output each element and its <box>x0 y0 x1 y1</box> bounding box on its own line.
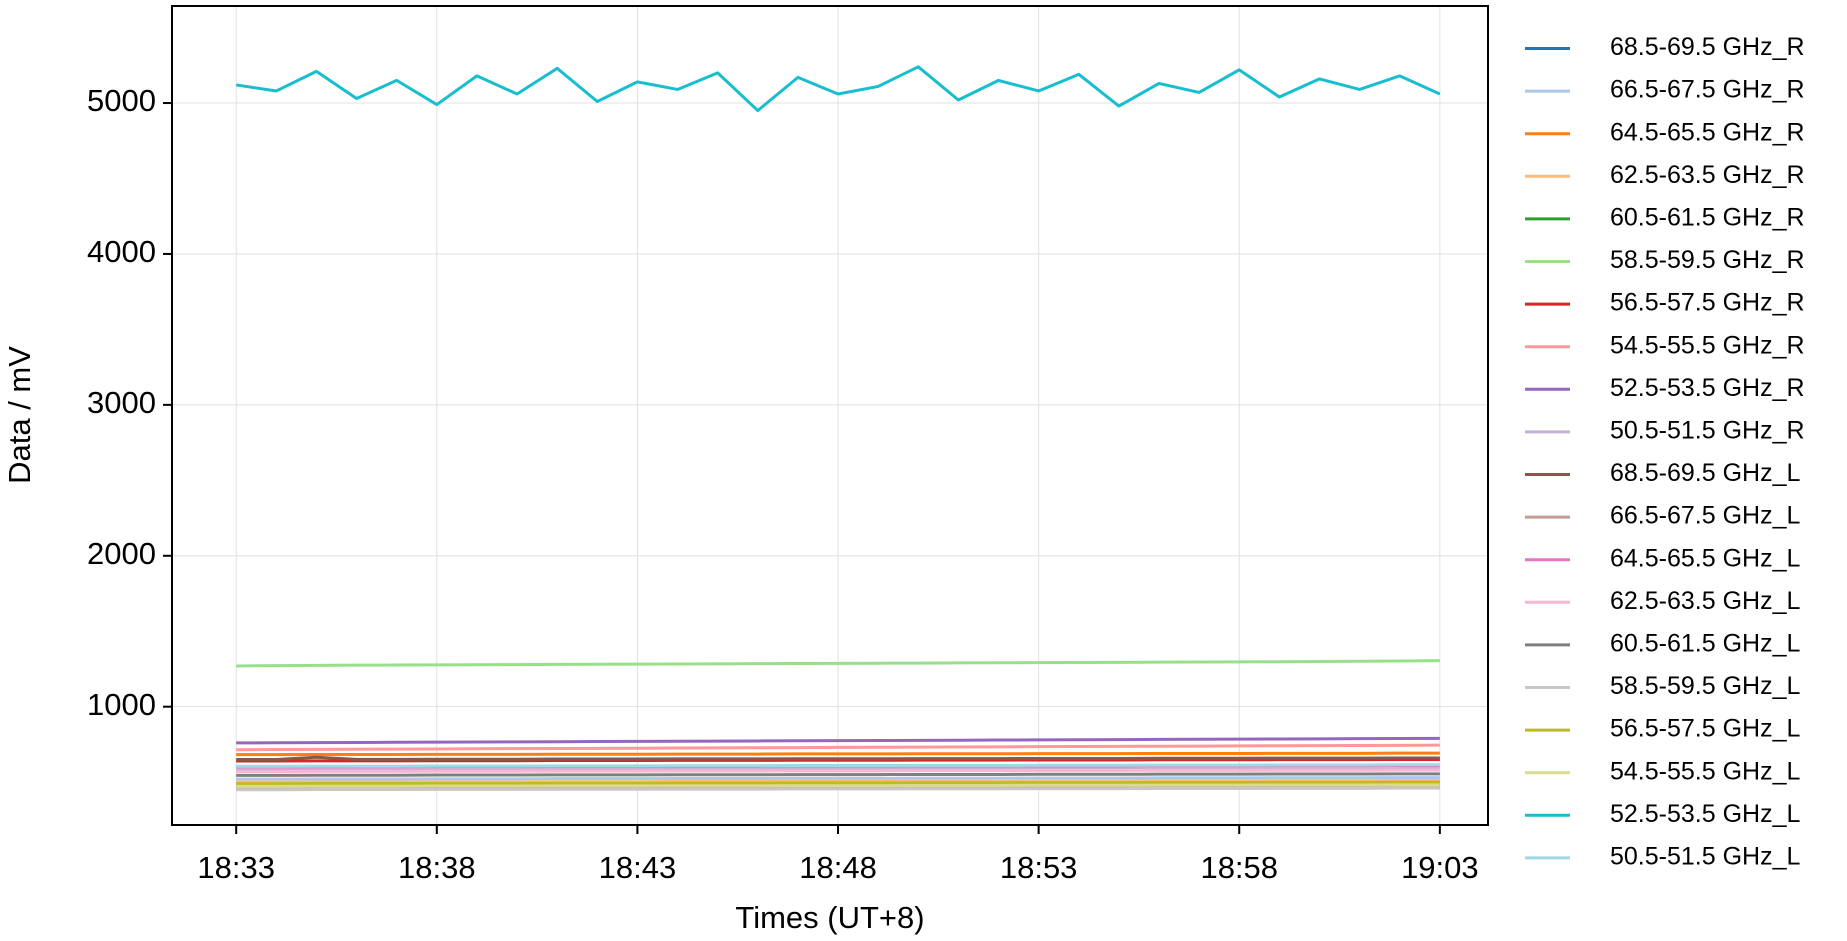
y-tick-label: 1000 <box>87 687 156 722</box>
legend-label: 64.5-65.5 GHz_R <box>1610 118 1805 146</box>
y-tick-label: 5000 <box>87 83 156 118</box>
plot-frame <box>171 5 1489 826</box>
legend-label: 64.5-65.5 GHz_L <box>1610 544 1800 572</box>
legend-label: 58.5-59.5 GHz_L <box>1610 672 1800 700</box>
x-tick-label: 18:38 <box>398 850 476 885</box>
legend-label: 68.5-69.5 GHz_L <box>1610 459 1800 487</box>
series-line <box>236 780 1440 786</box>
x-tick-label: 18:53 <box>1000 850 1078 885</box>
legend-label: 66.5-67.5 GHz_R <box>1610 76 1805 104</box>
x-tick-label: 18:48 <box>799 850 877 885</box>
series-line <box>236 776 1440 781</box>
x-axis-label: Times (UT+8) <box>735 900 924 935</box>
legend-label: 62.5-63.5 GHz_L <box>1610 587 1800 615</box>
series-line <box>236 758 1440 763</box>
y-tick-label: 4000 <box>87 234 156 269</box>
x-tick-label: 19:03 <box>1401 850 1479 885</box>
series-line <box>236 755 1440 761</box>
series-line <box>235 65 1441 113</box>
series-line <box>236 736 1440 745</box>
series-line <box>236 783 1440 788</box>
series-line <box>236 779 1440 784</box>
y-tick-label: 3000 <box>87 385 156 420</box>
legend-label: 52.5-53.5 GHz_R <box>1610 374 1805 402</box>
legend-label: 54.5-55.5 GHz_L <box>1610 757 1800 785</box>
x-tick-label: 18:43 <box>599 850 677 885</box>
series-line <box>236 659 1440 668</box>
x-tick-label: 18:33 <box>197 850 275 885</box>
series-line <box>236 767 1440 772</box>
legend-label: 68.5-69.5 GHz_R <box>1610 33 1805 61</box>
x-tick-label: 18:58 <box>1200 850 1278 885</box>
series-line <box>236 786 1440 792</box>
legend-label: 58.5-59.5 GHz_R <box>1610 246 1805 274</box>
series-line <box>236 751 1440 757</box>
legend-label: 54.5-55.5 GHz_R <box>1610 331 1805 359</box>
series-line <box>236 763 1440 768</box>
series-line <box>236 772 1440 777</box>
series-line <box>236 743 1440 752</box>
legend-label: 62.5-63.5 GHz_R <box>1610 161 1805 189</box>
series-line <box>236 768 1440 774</box>
y-axis-label: Data / mV <box>2 346 37 484</box>
legend-label: 66.5-67.5 GHz_L <box>1610 502 1800 530</box>
legend-label: 50.5-51.5 GHz_L <box>1610 843 1800 871</box>
legend-label: 52.5-53.5 GHz_L <box>1610 800 1800 828</box>
legend-label: 56.5-57.5 GHz_L <box>1610 715 1800 743</box>
legend-label: 56.5-57.5 GHz_R <box>1610 289 1805 317</box>
legend-label: 60.5-61.5 GHz_R <box>1610 204 1805 232</box>
legend-label: 50.5-51.5 GHz_R <box>1610 417 1805 445</box>
legend-label: 60.5-61.5 GHz_L <box>1610 630 1800 658</box>
y-tick-label: 2000 <box>87 536 156 571</box>
